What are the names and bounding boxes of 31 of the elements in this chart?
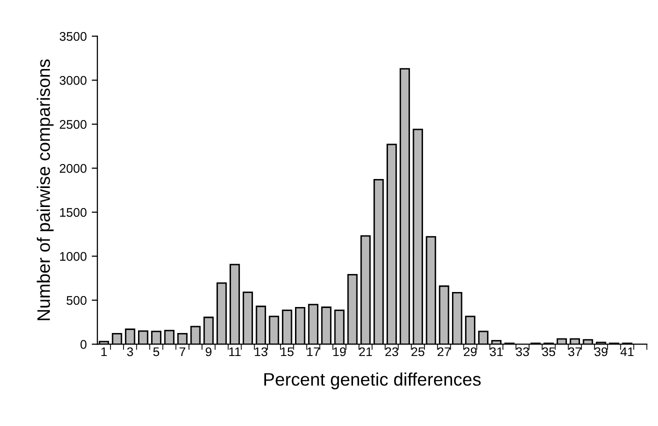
y-tick-label: 2000	[60, 164, 86, 173]
x-tick-label: 3	[127, 347, 134, 356]
x-tick-label: 11	[229, 347, 241, 356]
y-tick-label: 3000	[60, 76, 86, 85]
x-tick-label: 35	[542, 347, 556, 356]
x-tick-label: 39	[594, 347, 608, 356]
x-tick-label: 29	[464, 347, 477, 356]
x-tick-label: 17	[307, 347, 320, 356]
y-tick-label: 1500	[60, 208, 86, 217]
y-axis-title: Number of pairwise comparisons	[36, 59, 54, 320]
x-tick-label: 13	[254, 347, 268, 356]
x-tick-label: 27	[438, 347, 450, 356]
x-tick-label: 7	[180, 347, 186, 356]
x-tick-label: 21	[359, 347, 372, 356]
x-tick-label: 41	[620, 347, 634, 356]
x-tick-label: 23	[385, 347, 398, 356]
x-tick-label: 1	[101, 347, 107, 356]
y-tick-label: 2500	[60, 120, 86, 129]
y-tick-label: 500	[66, 296, 86, 305]
x-tick-label: 33	[516, 347, 529, 356]
x-tick-label: 31	[490, 347, 503, 356]
x-tick-label: 25	[412, 347, 424, 356]
y-tick-label: 3500	[60, 32, 86, 41]
y-tick-label: 0	[80, 340, 86, 349]
x-tick-label: 37	[568, 347, 582, 356]
x-tick-label: 15	[281, 347, 294, 356]
x-tick-label: 19	[333, 347, 346, 356]
x-axis-title: Percent genetic differences	[264, 372, 481, 390]
x-tick-label: 9	[206, 347, 212, 356]
y-tick-label: 1000	[60, 252, 86, 261]
x-tick-label: 5	[153, 347, 160, 356]
